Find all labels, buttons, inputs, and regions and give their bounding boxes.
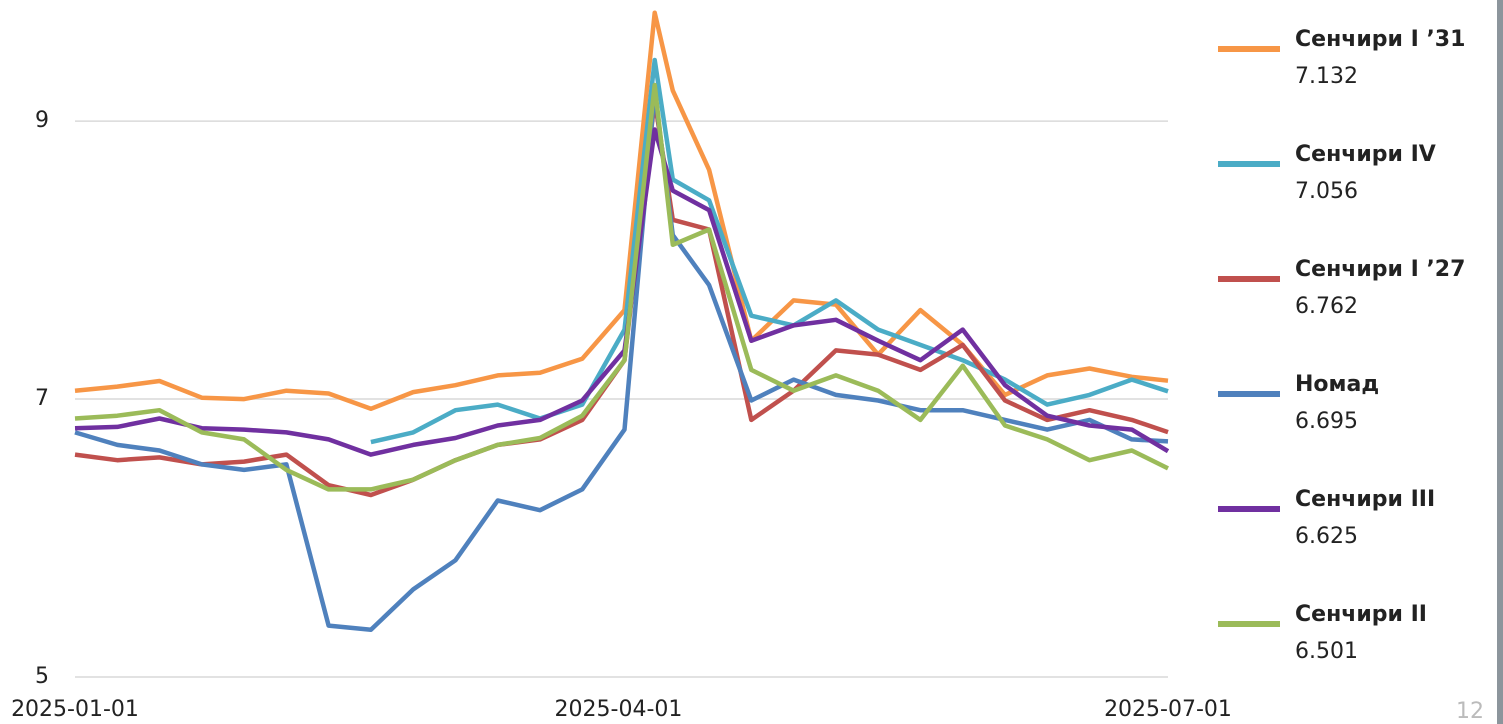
legend-value: 6.501 — [1295, 639, 1358, 664]
legend-value: 7.132 — [1295, 64, 1358, 89]
legend-swatch — [1218, 621, 1280, 627]
legend-value: 6.695 — [1295, 409, 1358, 434]
legend-swatch — [1218, 506, 1280, 512]
series-line — [75, 130, 1168, 455]
legend-swatch — [1218, 161, 1280, 167]
legend-value: 6.762 — [1295, 294, 1358, 319]
series-line — [371, 60, 1168, 442]
x-tick-label: 2025-07-01 — [1104, 697, 1232, 722]
legend-value: 6.625 — [1295, 524, 1358, 549]
y-tick-label: 9 — [35, 108, 49, 133]
series-line — [75, 13, 1168, 409]
legend-swatch — [1218, 276, 1280, 282]
legend-value: 7.056 — [1295, 179, 1358, 204]
x-tick-label: 2025-01-01 — [11, 697, 139, 722]
series-line — [75, 91, 1168, 630]
legend-name: Сенчири II — [1295, 602, 1427, 627]
legend-name: Номад — [1295, 372, 1379, 397]
y-tick-label: 5 — [35, 664, 49, 689]
edge-bar — [1497, 0, 1503, 724]
y-tick-label: 7 — [35, 386, 49, 411]
legend-name: Сенчири I ’31 — [1295, 27, 1465, 52]
legend-name: Сенчири IV — [1295, 142, 1436, 167]
legend-name: Сенчири I ’27 — [1295, 257, 1465, 282]
chart: 12 5 7 9 2025-01-01 2025-04-01 2025-07-01 Сенч… — [0, 0, 1503, 724]
page-number: 12 — [1456, 699, 1484, 724]
x-tick-label: 2025-04-01 — [555, 697, 683, 722]
legend-name: Сенчири III — [1295, 487, 1435, 512]
legend-swatch — [1218, 391, 1280, 397]
legend-swatch — [1218, 46, 1280, 52]
